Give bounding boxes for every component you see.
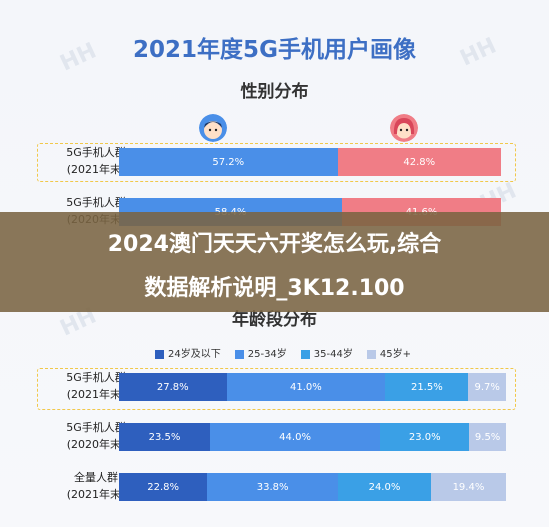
male-avatar-icon xyxy=(199,114,227,142)
bar-segment: 22.8% xyxy=(119,473,208,501)
bar-segment: 9.5% xyxy=(469,423,506,451)
row-label-line: (2020年末) xyxy=(66,438,126,451)
legend-item: 24岁及以下 xyxy=(155,345,221,361)
row-label: 5G手机人群 (2021年末) xyxy=(40,369,152,405)
stacked-bar: 57.2% 42.8% xyxy=(119,148,501,176)
data-label: 42.8% xyxy=(403,156,436,168)
bar-segment: 44.0% xyxy=(209,423,381,451)
data-label: 23.5% xyxy=(148,431,181,443)
bar-segment: 9.7% xyxy=(468,373,506,401)
overlay-banner xyxy=(0,212,549,312)
row-label: 全量人群 (2021年末) xyxy=(40,469,152,505)
bar-segment: 42.8% xyxy=(337,148,501,176)
stacked-bar: 23.5% 44.0% 23.0% 9.5% xyxy=(119,423,506,451)
bar-segment: 24.0% xyxy=(338,473,431,501)
row-label: 5G手机人群 (2020年末) xyxy=(40,419,152,455)
row-label-line: (2021年末) xyxy=(66,163,126,176)
overlay-line-1: 2024澳门天天六开奖怎么玩,综合 xyxy=(107,232,442,257)
data-label: 57.2% xyxy=(212,156,245,168)
bar-segment: 57.2% xyxy=(119,148,338,176)
legend-item: 45岁+ xyxy=(366,345,411,361)
data-label: 24.0% xyxy=(368,481,401,493)
chart-title: 2021年度5G手机用户画像 xyxy=(133,37,416,63)
overlay-line-2: 数据解析说明_3K12.100 xyxy=(144,276,405,301)
data-label: 21.5% xyxy=(410,381,443,393)
data-label: 9.5% xyxy=(474,431,501,443)
row-label-line: 5G手机人群 xyxy=(66,421,126,434)
age-title: 年龄段分布 xyxy=(232,310,317,330)
data-label: 19.4% xyxy=(452,481,485,493)
legend-label: 25-34岁 xyxy=(247,349,287,360)
bar-segment: 23.0% xyxy=(380,423,470,451)
stacked-bar: 27.8% 41.0% 21.5% 9.7% xyxy=(119,373,506,401)
bar-segment: 21.5% xyxy=(385,373,469,401)
bar-segment: 19.4% xyxy=(430,473,506,501)
data-label: 9.7% xyxy=(474,381,500,393)
legend-label: 35-44岁 xyxy=(313,349,353,360)
row-label-line: 5G手机人群 xyxy=(66,146,126,159)
bar-segment: 23.5% xyxy=(119,423,210,451)
age-legend: 24岁及以下 25-34岁 35-44岁 45岁+ xyxy=(155,345,411,361)
data-label: 27.8% xyxy=(156,381,189,393)
data-label: 22.8% xyxy=(147,481,179,493)
legend-item: 35-44岁 xyxy=(300,345,353,361)
data-label: 33.8% xyxy=(256,481,289,493)
legend-item: 25-34岁 xyxy=(234,345,287,361)
legend-label: 45岁+ xyxy=(379,349,411,360)
bar-segment: 41.0% xyxy=(226,373,386,401)
data-label: 23.0% xyxy=(408,431,441,443)
legend-label: 24岁及以下 xyxy=(168,349,221,360)
highlight-box-age xyxy=(37,368,516,410)
gender-title: 性别分布 xyxy=(240,82,309,102)
row-label-line: (2021年末) xyxy=(66,488,126,501)
data-label: 44.0% xyxy=(279,431,311,443)
female-avatar-icon xyxy=(390,114,418,142)
row-label-line: 5G手机人群 xyxy=(66,371,126,384)
row-label: 5G手机人群 (2021年末) xyxy=(40,144,152,180)
row-label-line: 5G手机人群 xyxy=(66,196,126,209)
stacked-bar: 22.8% 33.8% 24.0% 19.4% xyxy=(119,473,506,501)
row-label-line: (2021年末) xyxy=(66,388,126,401)
bar-segment: 33.8% xyxy=(207,473,339,501)
bar-segment: 27.8% xyxy=(119,373,227,401)
row-label-line: 全量人群 xyxy=(74,471,118,484)
data-label: 41.0% xyxy=(290,381,322,393)
highlight-box-gender xyxy=(37,143,516,182)
